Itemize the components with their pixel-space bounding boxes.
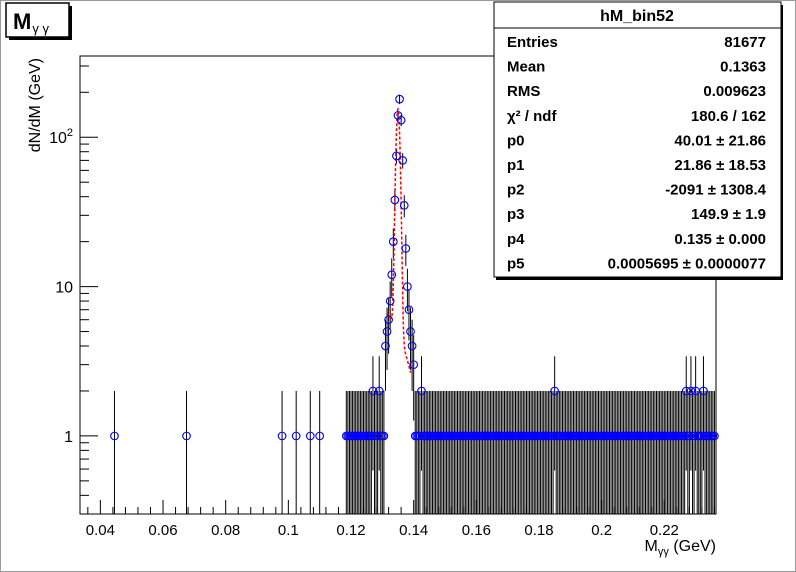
data-point bbox=[373, 431, 382, 441]
data-point bbox=[368, 386, 378, 396]
data-point bbox=[367, 431, 376, 441]
data-point bbox=[395, 94, 404, 104]
stats-row-value: 0.009623 bbox=[703, 83, 766, 100]
x-axis-title: Mγγ (GeV) bbox=[645, 538, 716, 558]
data-point bbox=[388, 237, 398, 246]
data-point bbox=[315, 431, 325, 441]
data-point bbox=[379, 431, 389, 441]
stats-row-value: 40.01 ± 21.86 bbox=[674, 132, 766, 149]
stats-row-label: χ² / ndf bbox=[507, 108, 557, 125]
y-tick-label: 10 bbox=[55, 280, 73, 297]
data-point bbox=[110, 431, 119, 441]
data-point bbox=[291, 431, 301, 441]
data-point bbox=[393, 111, 403, 120]
data-point bbox=[686, 386, 696, 396]
data-point bbox=[385, 296, 395, 306]
stats-box-frame bbox=[493, 1, 782, 278]
x-tick-label: 0.2 bbox=[591, 522, 612, 539]
data-point bbox=[277, 431, 287, 441]
title-main: M bbox=[13, 9, 31, 34]
stats-row-label: p4 bbox=[507, 231, 525, 248]
stats-row-value: -2091 ± 1308.4 bbox=[665, 182, 766, 199]
stats-row-label: Entries bbox=[507, 34, 558, 51]
title-box-frame bbox=[5, 2, 70, 38]
stats-row-label: p2 bbox=[507, 182, 525, 199]
x-axis-title-unit: (GeV) bbox=[669, 538, 716, 555]
data-point bbox=[407, 341, 417, 351]
stats-row-label: p1 bbox=[507, 157, 525, 174]
data-point bbox=[390, 195, 400, 205]
stats-row-value: 0.135 ± 0.000 bbox=[674, 231, 766, 248]
fit-curve-layer bbox=[386, 107, 412, 373]
title-sub: γ γ bbox=[32, 21, 49, 36]
y-tick-label: 1 bbox=[64, 429, 73, 446]
stats-row-value: 81677 bbox=[724, 34, 766, 51]
x-tick-label: 0.14 bbox=[399, 522, 428, 539]
data-point bbox=[699, 386, 708, 396]
stats-box: hM_bin52 Entries 81677 Mean 0.1363 RMS 0.0096… bbox=[493, 1, 783, 280]
x-tick-label: 0.16 bbox=[462, 522, 491, 539]
x-tick-label: 0.04 bbox=[86, 522, 115, 539]
y-tick-label: 102 bbox=[49, 127, 73, 147]
title-box: Mγ γ bbox=[5, 2, 72, 40]
stats-row-label: RMS bbox=[507, 83, 540, 100]
y-axis-title: dN/dM (GeV) bbox=[27, 58, 44, 152]
x-tick-label: 0.08 bbox=[211, 522, 240, 539]
stats-rows: Entries 81677 Mean 0.1363 RMS 0.009623 χ² / nd… bbox=[507, 34, 767, 272]
plot-frame bbox=[79, 55, 717, 515]
x-tick-label: 0.22 bbox=[650, 522, 679, 539]
markers-layer bbox=[110, 94, 719, 441]
data-point bbox=[710, 431, 719, 441]
x-tick-label: 0.18 bbox=[524, 522, 553, 539]
data-point bbox=[305, 431, 315, 441]
axes-layer: 0.04 0.06 0.08 0.1 0.12 0.14 0.16 0.18 0.2 0.22 1 1… bbox=[49, 65, 715, 539]
x-tick-label: 0.06 bbox=[148, 522, 177, 539]
data-point bbox=[396, 115, 406, 125]
data-point bbox=[417, 386, 426, 396]
data-point bbox=[550, 386, 560, 396]
stats-row-label: p3 bbox=[507, 206, 525, 223]
stats-title: hM_bin52 bbox=[600, 8, 674, 25]
stats-row-label: p0 bbox=[507, 132, 525, 149]
data-point bbox=[182, 431, 191, 441]
error-bars-layer bbox=[113, 94, 715, 514]
data-point bbox=[409, 360, 419, 370]
stats-row-label: p5 bbox=[507, 255, 525, 272]
data-point bbox=[387, 270, 397, 280]
data-point bbox=[406, 327, 415, 336]
data-point bbox=[403, 282, 412, 291]
stats-row-value: 0.1363 bbox=[720, 59, 766, 76]
x-tick-label: 0.1 bbox=[278, 522, 299, 539]
data-point bbox=[399, 200, 409, 210]
stats-row-value: 21.86 ± 18.53 bbox=[674, 157, 766, 174]
data-point bbox=[404, 305, 414, 315]
data-point bbox=[681, 386, 691, 396]
stats-row-value: 149.9 ± 1.9 bbox=[691, 206, 766, 223]
data-point bbox=[381, 341, 390, 351]
data-point bbox=[392, 151, 401, 161]
y-tick-label-exponent: 2 bbox=[67, 127, 73, 139]
x-axis-title-sub: γγ bbox=[658, 546, 670, 558]
data-point bbox=[398, 156, 408, 165]
stats-row-value: 0.0005695 ± 0.0000077 bbox=[608, 255, 766, 272]
data-point bbox=[384, 315, 393, 325]
fit-curve bbox=[386, 107, 412, 373]
data-point bbox=[374, 386, 384, 396]
stats-row-label: Mean bbox=[507, 59, 545, 76]
x-axis-title-main: M bbox=[645, 538, 658, 555]
x-tick-label: 0.12 bbox=[336, 522, 365, 539]
data-point bbox=[401, 244, 411, 253]
title-text: Mγ γ bbox=[13, 9, 49, 36]
data-point bbox=[382, 327, 392, 336]
stats-row-value: 180.6 / 162 bbox=[691, 108, 766, 125]
